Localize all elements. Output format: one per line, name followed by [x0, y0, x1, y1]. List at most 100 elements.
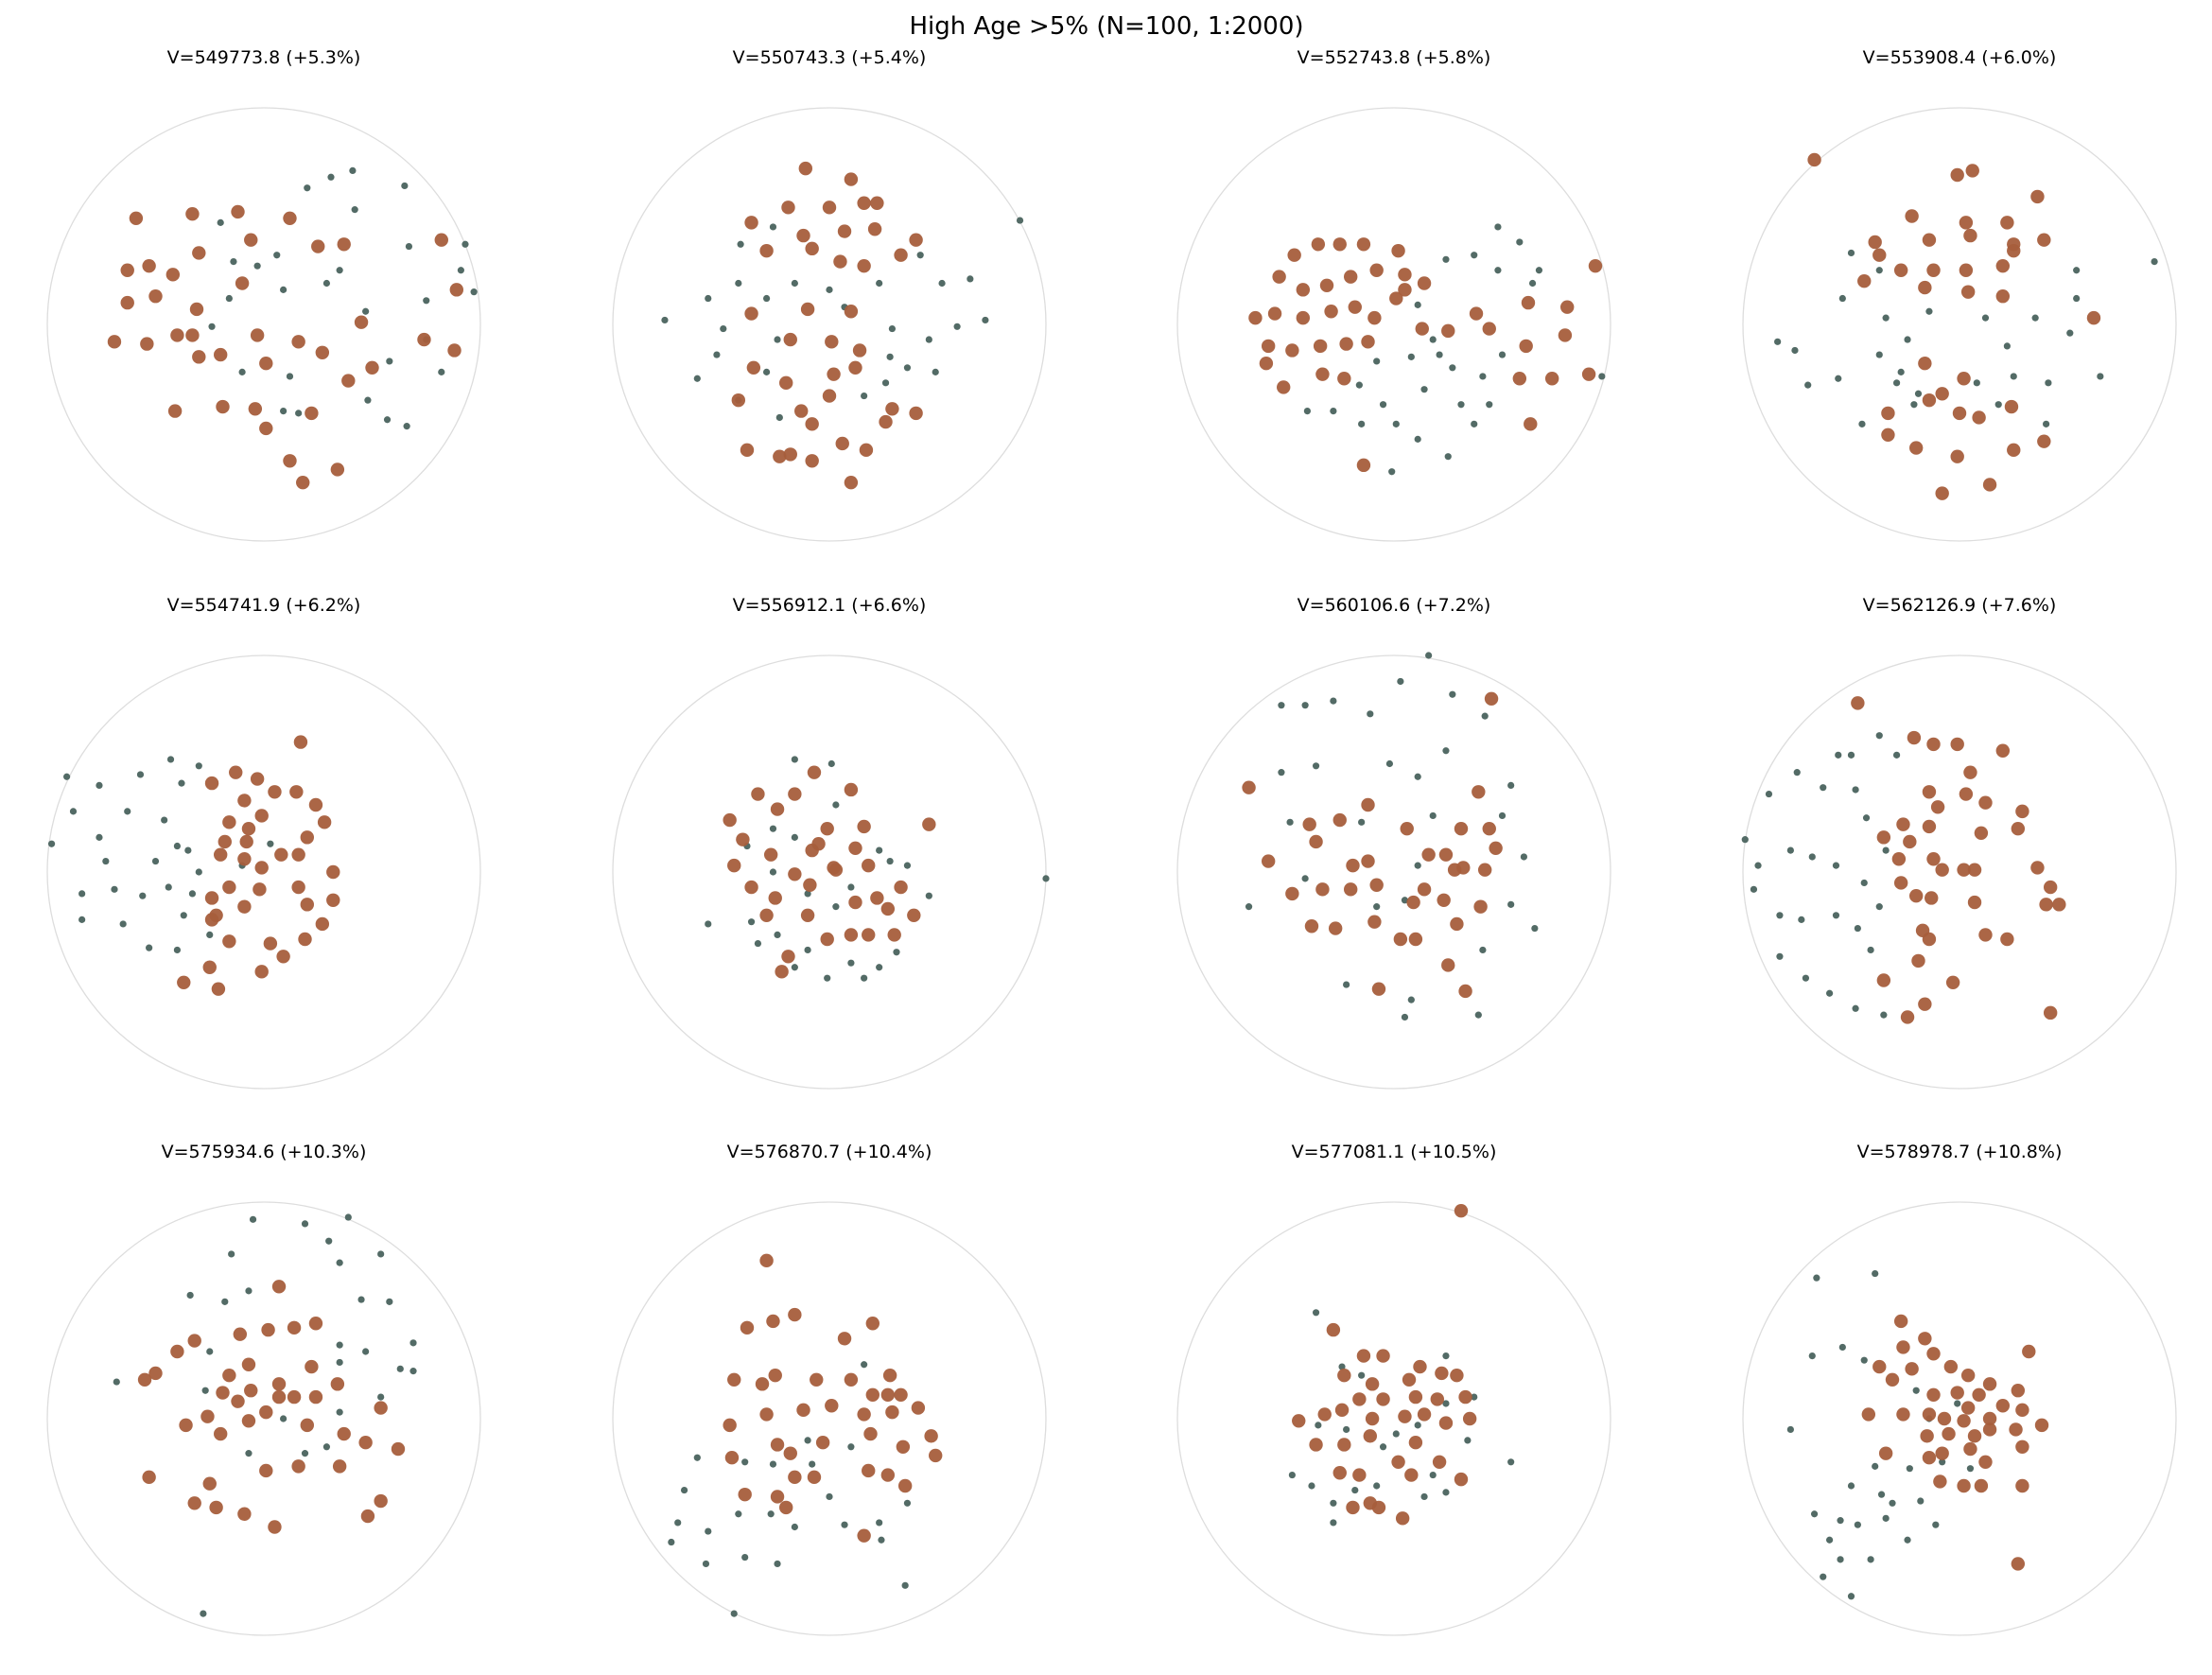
base-point	[166, 756, 175, 763]
base-point	[737, 240, 744, 248]
base-point	[1877, 1491, 1886, 1498]
base-point	[826, 286, 833, 293]
base-point	[1802, 974, 1810, 982]
base-point	[403, 423, 410, 430]
highlight-point	[244, 1384, 258, 1398]
highlight-point	[1935, 1446, 1949, 1460]
highlight-point	[1450, 916, 1464, 932]
base-point	[1880, 1011, 1888, 1019]
base-point	[741, 1458, 749, 1466]
base-point	[1820, 784, 1827, 792]
highlight-point	[263, 936, 278, 951]
highlight-point	[1417, 276, 1432, 290]
highlight-point	[1512, 372, 1527, 386]
highlight-point	[308, 1389, 323, 1405]
highlight-point	[1287, 248, 1301, 262]
highlight-point	[268, 1520, 282, 1534]
base-point	[1897, 368, 1905, 375]
scatter-panel: V=556912.1 (+6.6%)	[612, 595, 1050, 1090]
highlight-point	[2043, 880, 2058, 895]
base-point	[217, 218, 224, 226]
highlight-point	[254, 965, 269, 979]
highlight-point	[1909, 441, 1924, 455]
highlight-point	[1376, 1349, 1390, 1363]
panel-boundary-circle	[46, 654, 481, 1090]
highlight-point	[1524, 417, 1538, 431]
highlight-point	[1922, 785, 1937, 799]
highlight-point	[1974, 1478, 1989, 1493]
base-point	[1867, 1556, 1874, 1563]
base-point	[96, 781, 103, 790]
base-point	[225, 294, 233, 303]
highlight-point	[827, 861, 841, 875]
highlight-point	[192, 350, 206, 364]
highlight-point	[800, 302, 815, 317]
base-point	[228, 1250, 235, 1258]
highlight-point	[2030, 189, 2045, 204]
highlight-point	[120, 295, 134, 310]
base-point	[1838, 294, 1846, 303]
base-point	[1914, 390, 1923, 397]
base-point	[1479, 946, 1487, 954]
highlight-point	[1458, 1389, 1472, 1405]
highlight-point	[1296, 283, 1311, 297]
highlight-point	[1876, 830, 1891, 845]
base-point	[1804, 381, 1812, 389]
highlight-point	[2034, 1418, 2049, 1433]
base-point	[881, 379, 890, 387]
base-point	[1854, 924, 1861, 933]
base-point	[1598, 373, 1606, 380]
highlight-point	[1957, 1414, 1971, 1428]
highlight-point	[763, 847, 778, 862]
highlight-point	[1926, 263, 1941, 277]
base-point	[349, 166, 357, 175]
highlight-point	[1438, 1416, 1454, 1430]
base-point	[1330, 1499, 1337, 1507]
base-point	[111, 885, 118, 893]
panel-title: V=549773.8 (+5.3%)	[167, 47, 361, 68]
highlight-point	[1296, 310, 1311, 325]
highlight-point	[1369, 263, 1384, 277]
highlight-point	[2011, 1557, 2026, 1571]
highlight-point	[308, 797, 323, 812]
base-point	[1904, 1536, 1911, 1544]
base-point	[1355, 381, 1363, 389]
highlight-point	[187, 1334, 201, 1348]
highlight-point	[1982, 478, 1997, 492]
highlight-point	[1982, 1411, 1997, 1426]
base-point	[932, 368, 939, 375]
base-point	[747, 918, 756, 926]
highlight-point	[291, 1459, 305, 1474]
base-point	[1507, 781, 1515, 790]
highlight-point	[1477, 863, 1492, 877]
base-point	[861, 1361, 868, 1369]
highlight-point	[788, 867, 802, 881]
base-point	[1847, 751, 1855, 759]
scatter-panel: V=562126.9 (+7.6%)	[1741, 595, 2177, 1090]
highlight-point	[192, 246, 206, 260]
base-point	[362, 307, 370, 315]
highlight-point	[1891, 852, 1907, 866]
base-point	[462, 240, 469, 248]
highlight-point	[185, 207, 200, 221]
highlight-point	[209, 1500, 223, 1515]
highlight-point	[1905, 1362, 1919, 1376]
highlight-point	[820, 822, 834, 836]
base-point	[301, 1450, 309, 1457]
base-point	[245, 1287, 253, 1295]
base-point	[245, 1450, 253, 1457]
highlight-point	[857, 819, 871, 834]
highlight-point	[1489, 841, 1503, 856]
base-point	[661, 316, 669, 324]
highlight-point	[1918, 357, 1932, 371]
base-point	[336, 1408, 343, 1416]
highlight-point	[1356, 1349, 1371, 1363]
base-point	[826, 1492, 833, 1501]
highlight-point	[1935, 486, 1949, 500]
base-point	[1860, 1356, 1868, 1364]
highlight-point	[1978, 795, 1993, 810]
base-point	[470, 288, 478, 296]
highlight-point	[857, 196, 871, 210]
base-point	[1798, 916, 1805, 923]
highlight-point	[907, 908, 921, 922]
